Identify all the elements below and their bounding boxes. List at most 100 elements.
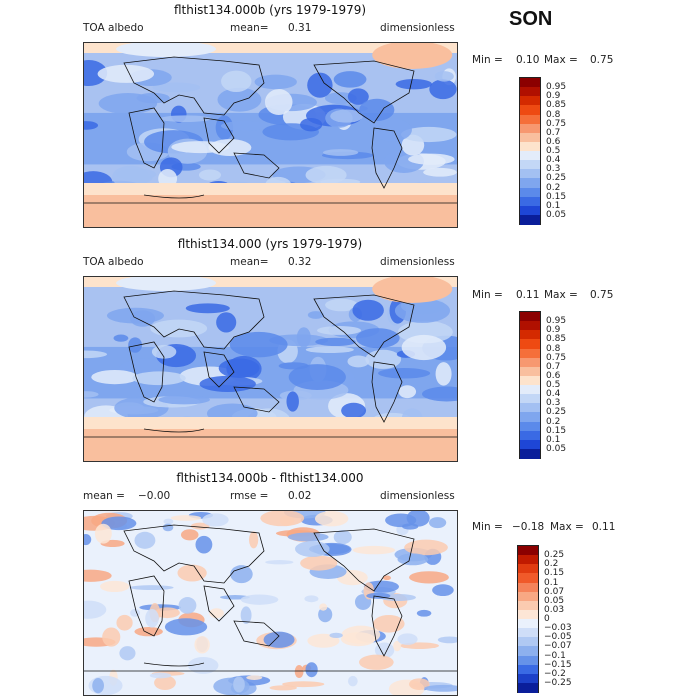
colorbar-tick-label: 0.2 [546,416,561,427]
colorbar-tick-label: 0.25 [546,407,567,418]
colorbar-swatch [520,87,540,97]
panel-1-min-label: Min = [472,54,503,66]
panel-3-max-label: Max = [550,521,584,533]
panel-1-mean-label: mean= [230,22,269,34]
colorbar-tick-label: 0.2 [544,559,559,570]
colorbar-tick-label: 0.07 [544,586,565,597]
colorbar-swatch [518,637,538,647]
colorbar-swatch [520,321,540,331]
colorbar-swatch [518,673,538,684]
panel-2-mean-label: mean= [230,256,269,268]
colorbar-swatch [520,169,540,179]
colorbar-tick-label: 0.5 [546,146,561,156]
colorbar-tick-label: 0.6 [546,370,561,381]
colorbar-tick-label: 0.25 [546,173,567,184]
panel-1-mean-value: 0.31 [288,22,312,34]
colorbar-swatch [520,178,540,188]
colorbar-swatch [520,312,540,322]
colorbar-tick-label: 0.7 [546,361,561,372]
colorbar-swatch [520,375,540,386]
colorbar-tick-label: 0.05 [546,443,567,454]
colorbar-tick-label: 0.6 [546,136,561,147]
colorbar-swatch [518,555,538,565]
colorbar-swatch [518,573,538,583]
colorbar-tick-label: 0.95 [546,316,567,327]
colorbar-tick-label: 0.15 [544,568,565,579]
colorbar-swatch [518,655,538,666]
colorbar-swatch [518,582,538,593]
colorbar-tick-label: 0.05 [544,595,565,606]
panel-1-map [83,42,458,228]
panel-2-min-value: 0.11 [516,289,540,301]
panel-3-mean-label: mean = [83,490,125,502]
colorbar-tick-label: 0.85 [546,334,567,345]
panel-1-field [84,43,457,227]
panel-2-mean-value: 0.32 [288,256,312,268]
colorbar-swatch [520,439,540,450]
colorbar-tick-label: 0.25 [544,550,565,561]
panel-3-title: flthist134.000b - flthist134.000 [176,471,364,485]
colorbar-swatch [518,646,538,656]
panel-3-units: dimensionless [380,490,455,502]
colorbar-swatch [518,591,538,602]
panel-1-variable: TOA albedo [83,22,144,34]
panel-1-title: flthist134.000b (yrs 1979-1979) [173,3,367,17]
colorbar-tick-label: 0.5 [546,380,561,390]
colorbar-swatch [520,205,540,216]
panel-1-min-value: 0.10 [516,54,540,66]
panel-2-max-label: Max = [544,289,578,301]
colorbar-swatch [518,609,538,620]
panel-2-variable: TOA albedo [83,256,144,268]
panel-3-field [84,511,457,695]
panel-2-max-value: 0.75 [590,289,614,301]
panel-1-units: dimensionless [380,22,455,34]
colorbar-swatch [520,78,540,88]
colorbar-tick-label: 0.1 [544,577,559,588]
colorbar-swatch [520,394,540,404]
colorbar-swatch [520,357,540,368]
colorbar-swatch [518,682,538,693]
panel-2-units: dimensionless [380,256,455,268]
panel-2-map [83,276,458,462]
colorbar-tick-label: −0.03 [544,623,572,634]
colorbar-tick-label: 0.05 [546,209,567,220]
colorbar-swatch [518,600,538,611]
panel-1-max-label: Max = [544,54,578,66]
panel-3-colorbar: 0.25 0.2 0.15 0.1 0.07 0.05 0.03 0 −0.03 −0.05 −0.… [517,545,572,693]
panel-3-map [83,510,458,696]
colorbar-tick-label: 0.15 [546,191,567,202]
colorbar-swatch [520,385,540,395]
colorbar-tick-label: 0.4 [546,155,561,166]
panel-3-max-value: 0.11 [592,521,616,533]
colorbar-tick-label: 0.4 [546,389,561,400]
colorbar-swatch [520,412,540,422]
colorbar-tick-label: 0.2 [546,182,561,193]
colorbar-tick-label: 0.8 [546,109,561,120]
colorbar-swatch [520,132,540,143]
colorbar-tick-label: −0.1 [544,650,566,661]
colorbar-swatch [520,348,540,359]
colorbar-swatch [520,114,540,125]
colorbar-tick-label: 0.9 [546,325,561,336]
colorbar-swatch [520,96,540,106]
colorbar-swatch [518,546,538,556]
panel-3-rmse-label: rmse = [230,490,269,502]
colorbar-tick-label: −0.15 [544,659,572,670]
colorbar-swatch [518,664,538,675]
colorbar-tick-label: 0.8 [546,343,561,354]
colorbar-swatch [520,151,540,161]
colorbar-tick-label: 0.7 [546,127,561,138]
colorbar-swatch [520,141,540,152]
colorbar-swatch [520,123,540,134]
colorbar-tick-label: 0.9 [546,91,561,102]
colorbar-tick-label: 0.95 [546,82,567,93]
panel-2-field [84,277,457,461]
colorbar-swatch [520,214,540,225]
colorbar-swatch [520,105,540,115]
colorbar-tick-label: 0.03 [544,604,565,615]
colorbar-swatch [520,366,540,377]
colorbar-tick-label: 0.85 [546,100,567,111]
colorbar-swatch [518,564,538,574]
panel-3-min-value: −0.18 [512,521,545,533]
panel-1-colorbar: 0.95 0.9 0.85 0.8 0.75 0.7 0.6 0.5 0.4 0.3 0.25 0.2… [519,77,566,225]
